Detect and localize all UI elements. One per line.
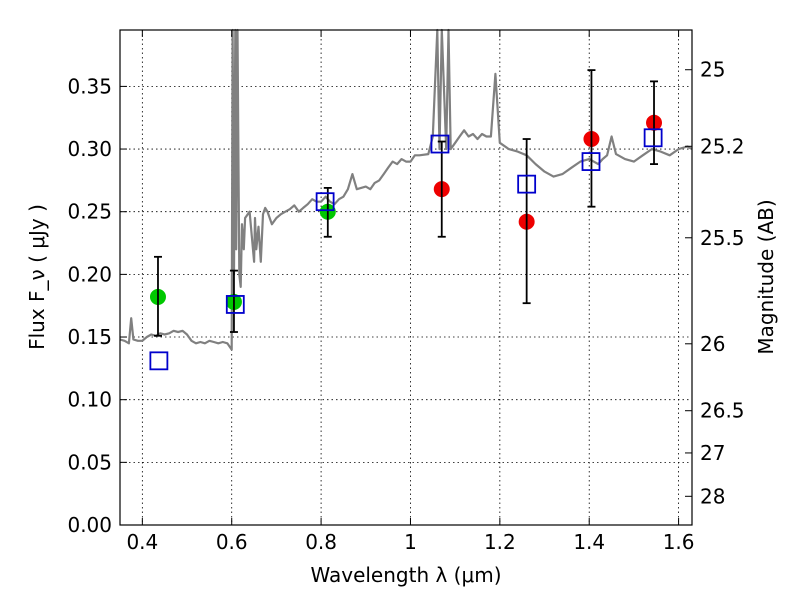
axis-ticks: 0.4 0.6 0.8 1 1.2 1.4 1.6 0.00 0.05 0.10 0.15 0.20 0… xyxy=(67,30,745,554)
right-tick-label: 26.5 xyxy=(700,399,745,423)
right-axis-title: Magnitude (AB) xyxy=(754,199,778,354)
y-tick-label: 0.10 xyxy=(67,388,112,412)
spectrum-line xyxy=(119,28,693,351)
right-tick-label: 25.5 xyxy=(700,226,745,250)
right-tick-label: 26 xyxy=(700,332,725,356)
grid-lines xyxy=(120,30,692,526)
model-square-point xyxy=(149,351,169,371)
model-square-point xyxy=(581,152,601,171)
x-tick-label: 1 xyxy=(404,530,417,554)
x-tick-label: 1.2 xyxy=(484,530,516,554)
right-tick-label: 27 xyxy=(700,441,725,465)
y-tick-label: 0.05 xyxy=(67,450,112,474)
right-tick-label: 28 xyxy=(700,484,725,508)
model-square-point xyxy=(517,174,537,194)
y-axis-title: Flux F_ν ( μJy ) xyxy=(25,204,49,350)
model-square-point xyxy=(430,134,450,154)
model-square-point xyxy=(315,192,335,212)
y-tick-label: 0.15 xyxy=(67,325,112,349)
x-tick-label: 1.6 xyxy=(663,530,695,554)
y-tick-label: 0.30 xyxy=(67,137,112,161)
plot-frame xyxy=(119,29,693,526)
y-tick-label: 0.25 xyxy=(67,200,112,224)
y-tick-label: 0.20 xyxy=(67,262,112,286)
x-axis-title: Wavelength λ (μm) xyxy=(310,563,501,587)
y-tick-label: 0.35 xyxy=(67,74,112,98)
x-tick-label: 0.8 xyxy=(305,530,337,554)
plot-series xyxy=(119,28,693,371)
x-tick-label: 0.6 xyxy=(216,530,248,554)
x-tick-label: 0.4 xyxy=(126,530,158,554)
model-square-point xyxy=(643,128,663,148)
model-square-point xyxy=(225,295,245,314)
y-tick-label: 0.00 xyxy=(67,513,112,537)
right-tick-label: 25.2 xyxy=(700,134,745,158)
x-tick-label: 1.4 xyxy=(573,530,605,554)
right-tick-label: 25 xyxy=(700,58,725,82)
